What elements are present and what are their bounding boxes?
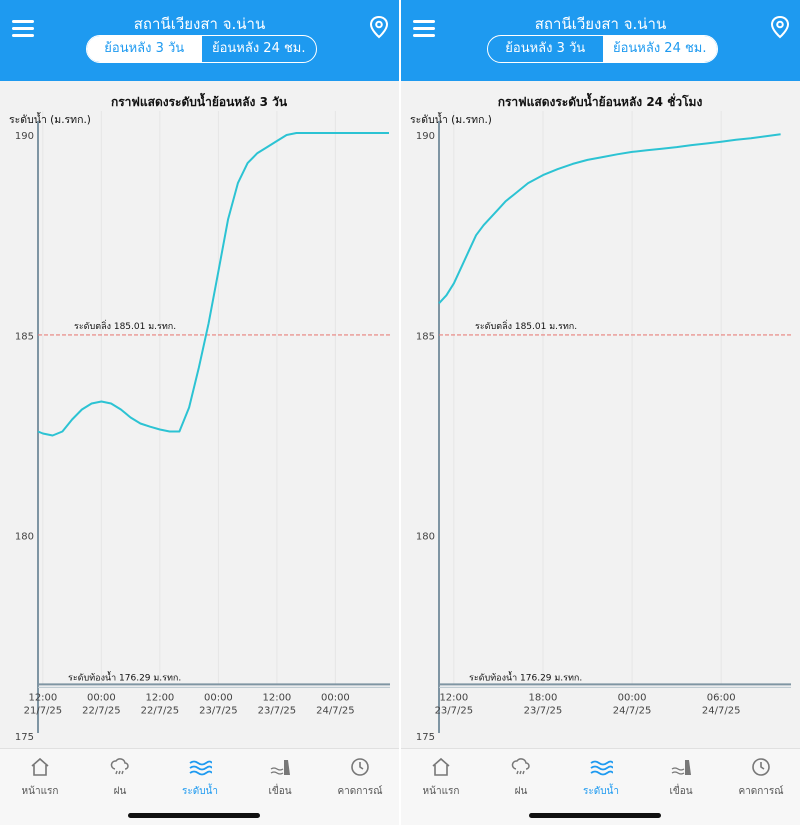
x-tick-date: 22/7/25: [141, 705, 180, 716]
app-header: สถานีเวียงสา จ.น่าน ย้อนหลัง 3 วัน ย้อนห…: [0, 0, 399, 81]
tab-3day[interactable]: ย้อนหลัง 3 วัน: [505, 41, 586, 56]
bank-level-label: ระดับตลิ่ง 185.01 ม.รทก.: [74, 319, 176, 332]
screen-divider: [399, 0, 401, 825]
nav-label: คาดการณ์: [738, 786, 784, 797]
nav-item-clock[interactable]: คาดการณ์: [330, 757, 390, 799]
dam-icon: [669, 760, 693, 781]
station-title: สถานีเวียงสา จ.น่าน: [133, 15, 266, 33]
x-tick-time: 06:00: [707, 692, 736, 703]
nav-label: เขื่อน: [268, 786, 292, 797]
nav-item-dam[interactable]: เขื่อน: [651, 757, 711, 799]
nav-item-home[interactable]: หน้าแรก: [411, 757, 471, 799]
y-tick-label: 190: [15, 131, 34, 142]
nav-label: เขื่อน: [669, 786, 693, 797]
x-tick-date: 24/7/25: [613, 705, 652, 716]
nav-item-water[interactable]: ระดับน้ำ: [170, 757, 230, 799]
nav-label: ระดับน้ำ: [582, 786, 620, 797]
x-tick-date: 24/7/25: [316, 705, 355, 716]
x-tick-time: 00:00: [87, 692, 116, 703]
nav-label: หน้าแรก: [21, 786, 59, 797]
bank-level-label: ระดับตลิ่ง 185.01 ม.รทก.: [475, 319, 577, 332]
y-tick-label: 180: [15, 532, 34, 543]
home-indicator: [128, 813, 260, 818]
water-level-chart: กราฟแสดงระดับน้ำย้อนหลัง 3 วันระดับน้ำ (…: [0, 81, 399, 748]
nav-label: หน้าแรก: [422, 786, 460, 797]
location-pin-icon[interactable]: [769, 15, 791, 39]
water-level-icon: [589, 760, 614, 781]
nav-item-dam[interactable]: เขื่อน: [250, 757, 310, 799]
x-tick-time: 00:00: [204, 692, 233, 703]
nav-label: ฝน: [113, 786, 127, 797]
nav-label: ฝน: [514, 786, 528, 797]
tab-3day[interactable]: ย้อนหลัง 3 วัน: [87, 36, 202, 62]
x-tick-date: 21/7/25: [24, 705, 63, 716]
nav-item-rain[interactable]: ฝน: [491, 757, 551, 799]
right-screen: สถานีเวียงสา จ.น่าน ย้อนหลัง 3 วัน ย้อนห…: [401, 0, 800, 825]
x-tick-time: 00:00: [321, 692, 350, 703]
riverbed-level-label: ระดับท้องน้ำ 176.29 ม.รทก.: [68, 670, 181, 683]
x-tick-time: 18:00: [529, 692, 558, 703]
dam-icon: [268, 760, 292, 781]
x-tick-date: 24/7/25: [702, 705, 741, 716]
rain-cloud-icon: [109, 758, 131, 781]
home-indicator: [529, 813, 661, 818]
x-tick-date: 23/7/25: [258, 705, 297, 716]
nav-label: คาดการณ์: [337, 786, 383, 797]
riverbed-level-label: ระดับท้องน้ำ 176.29 ม.รทก.: [469, 670, 582, 683]
app-header: สถานีเวียงสา จ.น่าน ย้อนหลัง 3 วัน ย้อนห…: [401, 0, 800, 81]
y-tick-label: 175: [15, 732, 34, 743]
range-segmented-control: ย้อนหลัง 3 วัน ย้อนหลัง 24 ชม.: [86, 35, 317, 63]
y-tick-label: 180: [416, 532, 435, 543]
home-icon: [430, 757, 452, 781]
rain-cloud-icon: [510, 758, 532, 781]
x-tick-date: 23/7/25: [199, 705, 238, 716]
x-tick-time: 12:00: [28, 692, 57, 703]
hamburger-menu-icon[interactable]: [12, 20, 34, 38]
clock-icon: [750, 758, 772, 781]
clock-icon: [349, 758, 371, 781]
y-tick-label: 185: [15, 331, 34, 342]
left-screen: สถานีเวียงสา จ.น่าน ย้อนหลัง 3 วัน ย้อนห…: [0, 0, 399, 825]
x-tick-time: 00:00: [618, 692, 647, 703]
chart-title: กราฟแสดงระดับน้ำย้อนหลัง 3 วัน: [111, 92, 288, 109]
x-tick-time: 12:00: [145, 692, 174, 703]
y-axis-label: ระดับน้ำ (ม.รทก.): [9, 112, 91, 126]
range-segmented-control: ย้อนหลัง 3 วัน ย้อนหลัง 24 ชม.: [487, 35, 718, 63]
chart-title: กราฟแสดงระดับน้ำย้อนหลัง 24 ชั่วโมง: [498, 92, 703, 109]
water-level-chart: กราฟแสดงระดับน้ำย้อนหลัง 24 ชั่วโมงระดับ…: [401, 81, 800, 748]
bottom-nav: หน้าแรก ฝน ระดับน้ำ เขื่อน คาดการณ์: [401, 748, 800, 825]
chart-svg: กราฟแสดงระดับน้ำย้อนหลัง 24 ชั่วโมงระดับ…: [410, 92, 791, 743]
water-level-icon: [188, 760, 213, 781]
home-icon: [29, 757, 51, 781]
x-tick-time: 12:00: [439, 692, 468, 703]
nav-item-home[interactable]: หน้าแรก: [10, 757, 70, 799]
y-tick-label: 175: [416, 732, 435, 743]
bottom-nav: หน้าแรก ฝน ระดับน้ำ เขื่อน คาดการณ์: [0, 748, 399, 825]
station-title: สถานีเวียงสา จ.น่าน: [534, 15, 667, 33]
x-tick-time: 12:00: [262, 692, 291, 703]
water-level-series-line: [37, 132, 389, 437]
nav-item-water[interactable]: ระดับน้ำ: [571, 757, 631, 799]
water-level-series-line: [438, 133, 781, 304]
nav-label: ระดับน้ำ: [181, 786, 219, 797]
x-tick-date: 22/7/25: [82, 705, 121, 716]
tab-24h[interactable]: ย้อนหลัง 24 ชม.: [602, 36, 717, 62]
nav-item-clock[interactable]: คาดการณ์: [731, 757, 791, 799]
x-tick-date: 23/7/25: [524, 705, 563, 716]
x-tick-date: 23/7/25: [435, 705, 474, 716]
tab-24h[interactable]: ย้อนหลัง 24 ชม.: [211, 41, 306, 56]
y-tick-label: 185: [416, 331, 435, 342]
location-pin-icon[interactable]: [368, 15, 390, 39]
hamburger-menu-icon[interactable]: [413, 20, 435, 38]
nav-item-rain[interactable]: ฝน: [90, 757, 150, 799]
y-tick-label: 190: [416, 131, 435, 142]
y-axis-label: ระดับน้ำ (ม.รทก.): [410, 112, 492, 126]
